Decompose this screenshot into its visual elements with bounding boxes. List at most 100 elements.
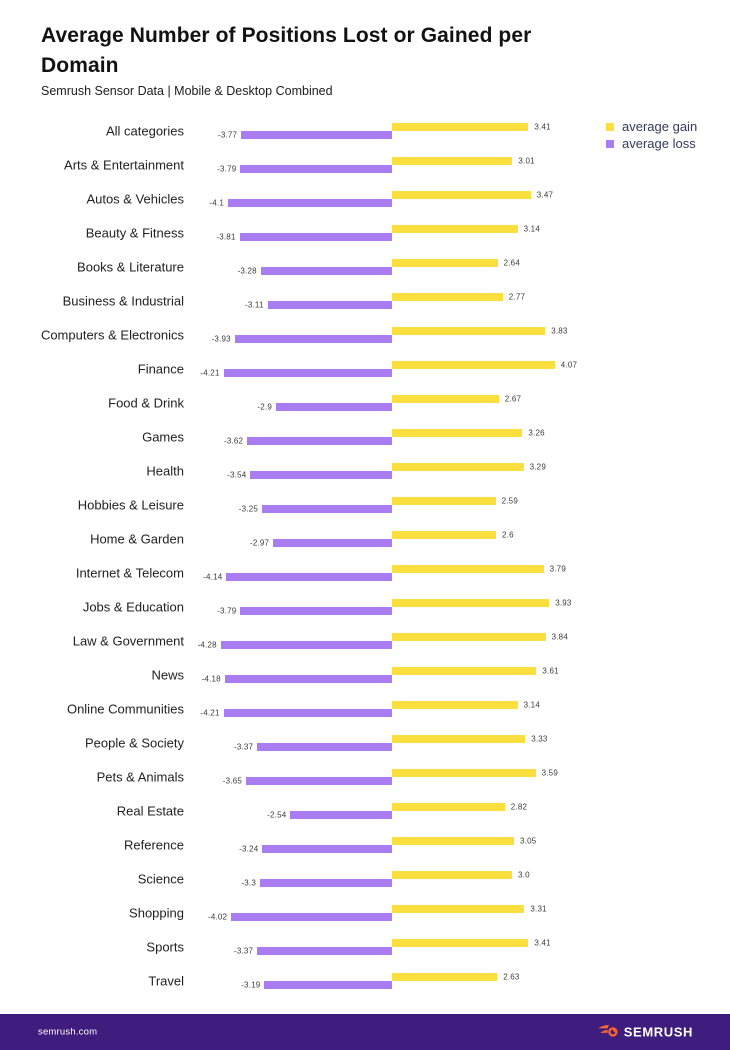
category-label: Jobs & Education xyxy=(82,599,184,614)
gain-value-label: 3.29 xyxy=(529,462,546,471)
semrush-flame-icon xyxy=(598,1024,618,1037)
gain-bar xyxy=(392,462,524,471)
category-label: Sports xyxy=(146,939,184,954)
loss-bar xyxy=(231,912,392,921)
legend-item: average gain xyxy=(606,118,697,135)
gain-bar xyxy=(392,904,525,913)
loss-bar xyxy=(262,504,392,513)
loss-bar xyxy=(267,300,392,309)
category-label: Real Estate xyxy=(116,803,184,818)
loss-bar xyxy=(247,436,392,445)
gain-value-label: 3.93 xyxy=(555,598,572,607)
category-label: Arts & Entertainment xyxy=(64,157,184,172)
page-title: Average Number of Positions Lost or Gain… xyxy=(41,24,532,77)
loss-bar xyxy=(262,844,392,853)
gain-value-label: 3.41 xyxy=(534,938,551,947)
loss-value-label: -3.3 xyxy=(241,878,256,887)
gain-value-label: 3.61 xyxy=(542,666,559,675)
gain-value-label: 2.6 xyxy=(502,530,514,539)
loss-value-label: -4.02 xyxy=(207,912,228,921)
legend-swatch-icon xyxy=(606,139,614,148)
category-label: Beauty & Fitness xyxy=(85,225,184,240)
category-label: All categories xyxy=(105,123,184,138)
gain-bar xyxy=(392,734,526,743)
gain-value-label: 3.14 xyxy=(523,700,540,709)
loss-value-label: -3.77 xyxy=(217,130,238,139)
gain-value-label: 3.14 xyxy=(523,224,540,233)
loss-bar xyxy=(224,674,392,683)
loss-bar xyxy=(234,334,392,343)
category-label: Home & Garden xyxy=(90,531,184,546)
gain-value-label: 3.47 xyxy=(536,190,554,199)
loss-bar xyxy=(241,130,392,139)
loss-value-label: -3.11 xyxy=(244,300,264,309)
gain-value-label: 2.59 xyxy=(501,496,518,505)
loss-bar xyxy=(264,980,392,989)
gain-bar xyxy=(392,870,512,879)
gain-bar xyxy=(392,972,498,981)
category-label: Law & Government xyxy=(72,633,184,648)
gain-value-label: 3.84 xyxy=(551,632,568,641)
gain-bar xyxy=(392,530,496,539)
chart-legend: average gain average loss xyxy=(606,118,697,152)
gain-value-label: 2.77 xyxy=(508,292,526,301)
footer-bar: semrush.com SEMRUSH xyxy=(0,1014,730,1050)
loss-value-label: -4.21 xyxy=(200,368,220,377)
loss-value-label: -3.19 xyxy=(241,980,261,989)
loss-value-label: -3.24 xyxy=(239,844,259,853)
gain-value-label: 3.79 xyxy=(549,564,566,573)
gain-bar xyxy=(392,836,514,845)
loss-bar xyxy=(246,776,392,785)
loss-value-label: -2.9 xyxy=(257,402,272,411)
gain-bar xyxy=(392,224,518,233)
gain-value-label: 3.01 xyxy=(518,156,535,165)
loss-value-label: -3.28 xyxy=(237,266,257,275)
loss-bar xyxy=(240,164,392,173)
category-label: Pets & Animals xyxy=(96,769,184,784)
category-label: Autos & Vehicles xyxy=(86,191,184,206)
loss-value-label: -3.37 xyxy=(233,742,254,751)
gain-value-label: 3.33 xyxy=(531,734,548,743)
page-subtitle: Semrush Sensor Data | Mobile & Desktop C… xyxy=(41,84,333,98)
category-label: Online Communities xyxy=(66,701,184,716)
loss-bar xyxy=(220,640,392,649)
gain-bar xyxy=(392,632,546,641)
gain-bar xyxy=(392,428,523,437)
gain-value-label: 3.26 xyxy=(528,428,545,437)
gain-value-label: 3.0 xyxy=(518,870,530,879)
category-label: Books & Literature xyxy=(77,259,184,274)
loss-bar xyxy=(239,232,392,241)
loss-bar xyxy=(226,572,392,581)
gain-bar xyxy=(392,564,544,573)
category-label: Science xyxy=(137,871,184,886)
gain-bar xyxy=(392,700,518,709)
gain-bar xyxy=(392,666,537,675)
gain-bar xyxy=(392,156,513,165)
loss-bar xyxy=(257,742,392,751)
gain-value-label: 2.64 xyxy=(503,258,520,267)
gain-value-label: 3.31 xyxy=(530,904,547,913)
category-label: Shopping xyxy=(129,905,184,920)
category-label: Travel xyxy=(148,973,184,988)
loss-value-label: -4.21 xyxy=(200,708,220,717)
loss-value-label: -3.65 xyxy=(222,776,242,785)
loss-value-label: -4.1 xyxy=(209,198,224,207)
category-label: Games xyxy=(142,429,184,444)
category-label: Hobbies & Leisure xyxy=(77,497,184,512)
legend-item: average loss xyxy=(606,135,697,152)
loss-bar xyxy=(250,470,392,479)
loss-value-label: -3.37 xyxy=(233,946,254,955)
gain-bar xyxy=(392,360,555,369)
loss-value-label: -3.54 xyxy=(227,470,247,479)
loss-bar xyxy=(260,266,392,275)
loss-bar xyxy=(240,606,392,615)
gain-value-label: 3.05 xyxy=(520,836,537,845)
loss-bar xyxy=(273,538,392,547)
gain-value-label: 2.67 xyxy=(504,394,522,403)
legend-label: average gain xyxy=(622,119,698,134)
loss-value-label: -3.25 xyxy=(238,504,258,513)
footer-site-link[interactable]: semrush.com xyxy=(38,1026,98,1038)
loss-value-label: -2.54 xyxy=(267,810,287,819)
category-label: Computers & Electronics xyxy=(40,327,184,342)
